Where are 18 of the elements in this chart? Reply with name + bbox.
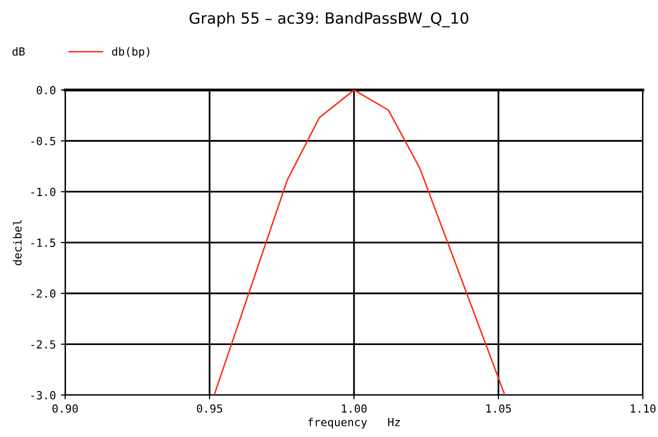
x-axis-title: frequency Hz [308, 418, 400, 428]
line-series [214, 90, 506, 396]
x-tick-label: 1.05 [486, 404, 511, 413]
x-tick-label: 1.10 [630, 404, 656, 413]
x-tick-label: 0.95 [196, 404, 222, 413]
chart-title: Graph 55 – ac39: BandPassBW_Q_10 [190, 12, 468, 28]
x-tick-label: 0.90 [52, 404, 78, 413]
y-tick-label: -1.0 [31, 188, 56, 196]
y-tick-label: -0.5 [31, 136, 56, 146]
text: dB [12, 47, 25, 56]
y-tick-label: -2.0 [31, 289, 56, 298]
y-tick-label: -3.0 [31, 391, 56, 400]
y-tick-label: -1.5 [31, 238, 56, 247]
y-tick-label: 0.0 [36, 86, 56, 94]
y-axis-title: decibel [12, 220, 22, 266]
legend-label: db(bp) [112, 47, 150, 58]
x-tick-label: 1.00 [342, 404, 367, 413]
y-tick-label: -2.5 [31, 340, 56, 349]
